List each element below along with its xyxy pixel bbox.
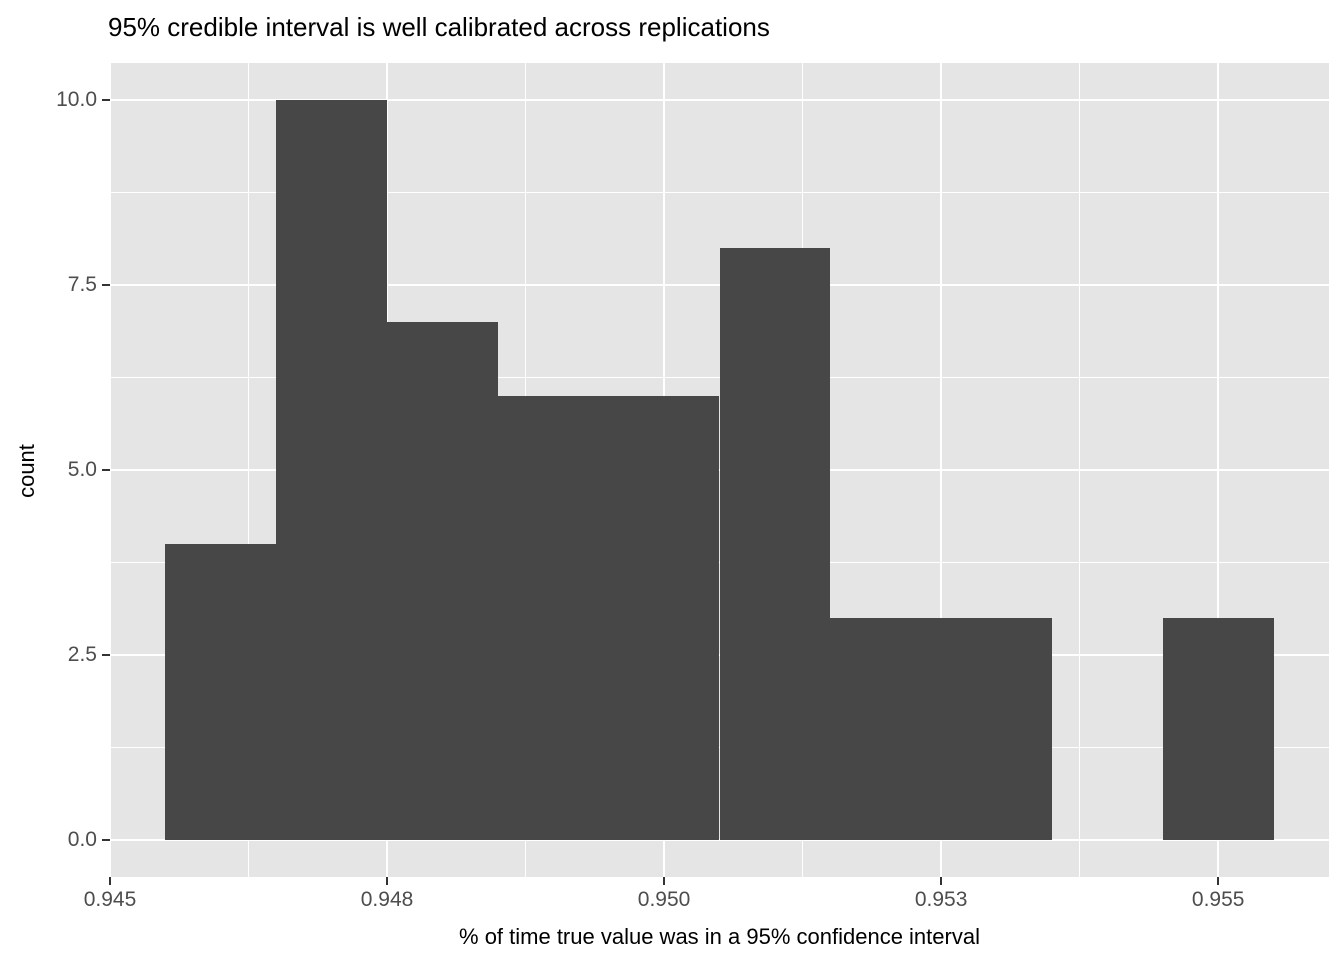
y-minor-gridline	[110, 191, 1329, 194]
x-tick-mark	[1216, 877, 1220, 885]
chart-title: 95% credible interval is well calibrated…	[108, 12, 770, 42]
histogram-bar	[830, 618, 942, 840]
x-tick-label: 0.955	[1191, 888, 1245, 911]
x-tick-mark	[662, 877, 666, 885]
y-axis-title: count	[14, 444, 39, 498]
histogram-bar	[165, 544, 277, 840]
y-tick-label: 10.0	[56, 88, 97, 111]
y-tick-label: 0.0	[67, 828, 97, 851]
histogram-bar	[1162, 618, 1274, 840]
y-tick-mark	[102, 468, 110, 472]
histogram-bar	[276, 100, 388, 840]
x-tick-label: 0.945	[83, 888, 137, 911]
histogram-bar	[719, 248, 831, 840]
x-tick-label: 0.950	[637, 888, 691, 911]
x-tick-label: 0.948	[360, 888, 414, 911]
y-tick-mark	[102, 98, 110, 102]
histogram-bar	[497, 396, 609, 840]
x-major-gridline	[939, 63, 943, 877]
y-tick-label: 5.0	[67, 458, 97, 481]
y-tick-label: 2.5	[67, 643, 97, 666]
plot-panel	[110, 63, 1329, 877]
x-axis-title: % of time true value was in a 95% confid…	[459, 924, 980, 949]
x-tick-mark	[108, 877, 112, 885]
y-major-gridline	[110, 98, 1329, 102]
x-tick-mark	[939, 877, 943, 885]
histogram-bar	[387, 322, 498, 840]
x-tick-label: 0.953	[914, 888, 968, 911]
histogram-bar	[608, 396, 720, 840]
y-major-gridline	[110, 838, 1329, 842]
x-major-gridline	[1216, 63, 1220, 877]
y-tick-mark	[102, 653, 110, 657]
y-tick-label: 7.5	[67, 273, 97, 296]
histogram-bar	[941, 618, 1052, 840]
x-tick-mark	[385, 877, 389, 885]
y-tick-mark	[102, 283, 110, 287]
y-tick-mark	[102, 838, 110, 842]
x-major-gridline	[110, 63, 112, 877]
